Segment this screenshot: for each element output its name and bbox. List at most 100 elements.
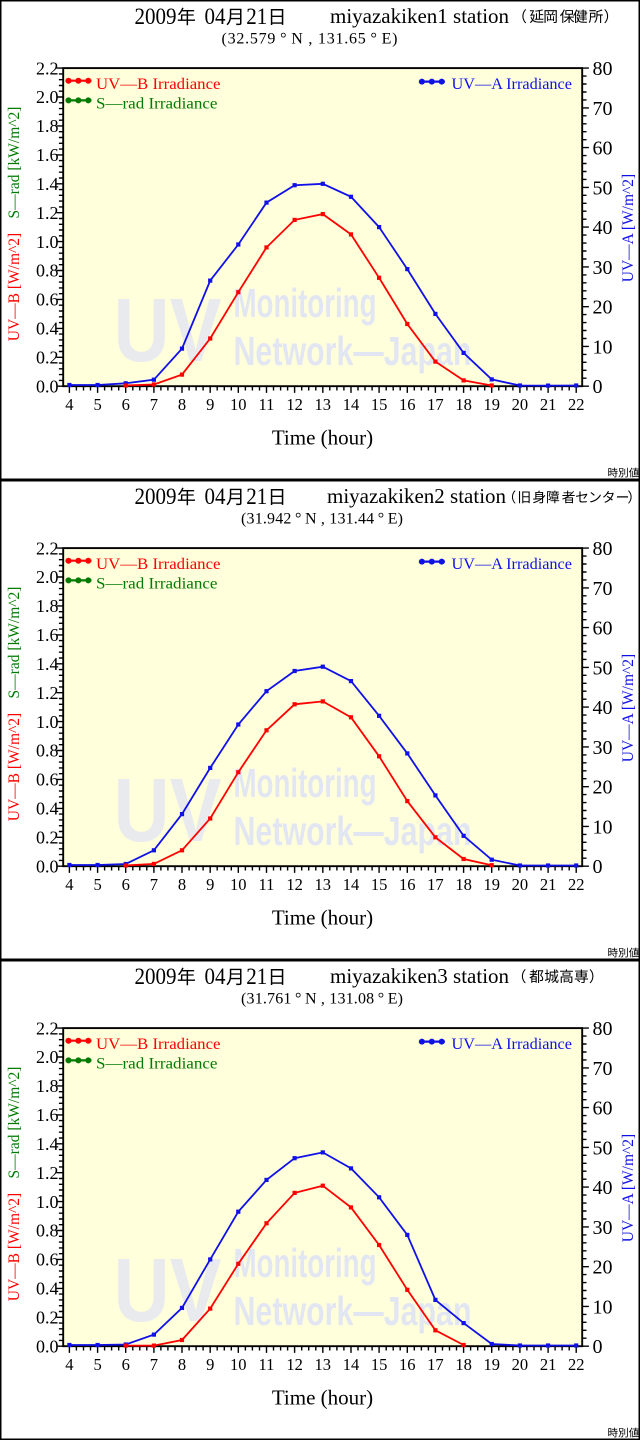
svg-text:9: 9 — [206, 875, 214, 894]
svg-text:2.0: 2.0 — [36, 1047, 59, 1067]
svg-text:2.2: 2.2 — [36, 58, 59, 78]
svg-text:0.6: 0.6 — [36, 290, 59, 310]
svg-text:1.0: 1.0 — [36, 1192, 59, 1212]
svg-text:5: 5 — [93, 875, 101, 894]
svg-text:0.6: 0.6 — [36, 770, 59, 790]
svg-text:22: 22 — [568, 875, 585, 894]
svg-text:Monitoring: Monitoring — [234, 760, 377, 806]
svg-text:10: 10 — [593, 336, 613, 358]
svg-text:10: 10 — [230, 395, 247, 414]
svg-text:50: 50 — [593, 657, 613, 679]
svg-text:8: 8 — [178, 395, 186, 414]
svg-text:14: 14 — [343, 395, 360, 414]
svg-text:S—rad Irradiance: S—rad Irradiance — [96, 576, 218, 593]
svg-text:80: 80 — [593, 58, 613, 80]
svg-text:22: 22 — [568, 1355, 585, 1374]
svg-text:1.8: 1.8 — [36, 116, 59, 136]
svg-text:80: 80 — [593, 538, 613, 560]
svg-text:50: 50 — [593, 177, 613, 199]
svg-text:UV—B Irradiance: UV—B Irradiance — [96, 556, 221, 573]
svg-text:UV—B Irradiance: UV—B Irradiance — [96, 1036, 221, 1053]
svg-text:21: 21 — [540, 1355, 557, 1374]
svg-text:Monitoring: Monitoring — [234, 1240, 377, 1286]
svg-text:4: 4 — [65, 875, 73, 894]
svg-text:(32.579 ° N , 131.65 ° E): (32.579 ° N , 131.65 ° E) — [222, 31, 398, 48]
svg-text:20: 20 — [512, 395, 529, 414]
svg-text:0.0: 0.0 — [36, 856, 59, 876]
svg-text:04: 04 — [205, 4, 226, 29]
svg-text:1.6: 1.6 — [36, 625, 59, 645]
svg-text:30: 30 — [593, 257, 613, 279]
svg-text:4: 4 — [65, 1355, 73, 1374]
svg-text:UV—B [W/m^2]: UV—B [W/m^2] — [6, 1193, 23, 1301]
svg-text:2.0: 2.0 — [36, 87, 59, 107]
svg-text:20: 20 — [512, 875, 529, 894]
svg-text:70: 70 — [593, 578, 613, 600]
svg-text:21: 21 — [246, 4, 267, 29]
svg-text:13: 13 — [315, 395, 332, 414]
svg-text:UV—B [W/m^2]: UV—B [W/m^2] — [6, 233, 23, 341]
svg-text:Time (hour): Time (hour) — [272, 906, 373, 930]
svg-text:S—rad Irradiance: S—rad Irradiance — [96, 96, 218, 113]
svg-text:S—rad Irradiance: S—rad Irradiance — [96, 1056, 218, 1073]
svg-text:0.8: 0.8 — [36, 1221, 59, 1241]
svg-text:1.4: 1.4 — [36, 174, 59, 194]
svg-text:16: 16 — [399, 875, 416, 894]
svg-text:(31.761 ° N , 131.08 ° E): (31.761 ° N , 131.08 ° E) — [241, 991, 403, 1008]
svg-text:1.2: 1.2 — [36, 203, 59, 223]
svg-text:0.8: 0.8 — [36, 741, 59, 761]
svg-text:30: 30 — [593, 1217, 613, 1239]
svg-text:6: 6 — [122, 1355, 130, 1374]
svg-text:7: 7 — [150, 395, 158, 414]
svg-text:20: 20 — [593, 777, 613, 799]
svg-text:5: 5 — [93, 1355, 101, 1374]
svg-text:8: 8 — [178, 1355, 186, 1374]
svg-text:0.4: 0.4 — [36, 319, 59, 339]
svg-text:13: 13 — [315, 1355, 332, 1374]
svg-text:17: 17 — [427, 1355, 444, 1374]
svg-text:Monitoring: Monitoring — [234, 280, 377, 326]
svg-text:16: 16 — [399, 1355, 416, 1374]
svg-text:12: 12 — [286, 1355, 303, 1374]
svg-text:12: 12 — [286, 875, 303, 894]
svg-text:2.2: 2.2 — [36, 1018, 59, 1038]
svg-text:11: 11 — [259, 395, 275, 414]
svg-text:1.4: 1.4 — [36, 654, 59, 674]
svg-text:10: 10 — [230, 1355, 247, 1374]
svg-text:70: 70 — [593, 98, 613, 120]
svg-text:UV—B Irradiance: UV—B Irradiance — [96, 76, 221, 93]
svg-text:(31.942 ° N , 131.44 ° E): (31.942 ° N , 131.44 ° E) — [241, 511, 403, 528]
svg-text:2.0: 2.0 — [36, 567, 59, 587]
svg-text:21: 21 — [540, 395, 557, 414]
svg-text:30: 30 — [593, 737, 613, 759]
svg-text:60: 60 — [593, 138, 613, 160]
svg-text:12: 12 — [286, 395, 303, 414]
svg-text:miyazakiken3 station: miyazakiken3 station — [330, 964, 510, 988]
svg-text:40: 40 — [593, 1177, 613, 1199]
svg-text:21: 21 — [246, 964, 267, 989]
svg-text:UV—A Irradiance: UV—A Irradiance — [452, 556, 573, 573]
svg-text:80: 80 — [593, 1018, 613, 1040]
svg-text:UV—A [W/m^2]: UV—A [W/m^2] — [620, 654, 637, 762]
svg-text:6: 6 — [122, 395, 130, 414]
svg-text:9: 9 — [206, 1355, 214, 1374]
svg-text:Network—Japan: Network—Japan — [234, 328, 472, 374]
svg-text:21: 21 — [540, 875, 557, 894]
svg-text:2009: 2009 — [135, 484, 177, 509]
svg-text:19: 19 — [483, 395, 500, 414]
svg-text:15: 15 — [371, 395, 388, 414]
svg-text:40: 40 — [593, 697, 613, 719]
svg-text:UV—A [W/m^2]: UV—A [W/m^2] — [620, 1134, 637, 1242]
svg-text:UV—A Irradiance: UV—A Irradiance — [452, 76, 573, 93]
svg-text:S—rad [kW/m^2]: S—rad [kW/m^2] — [6, 1067, 23, 1179]
svg-text:18: 18 — [455, 1355, 472, 1374]
svg-text:0.2: 0.2 — [36, 1308, 59, 1328]
svg-text:0: 0 — [593, 856, 603, 878]
svg-text:10: 10 — [593, 1296, 613, 1318]
svg-text:20: 20 — [593, 1257, 613, 1279]
svg-text:11: 11 — [259, 875, 275, 894]
svg-text:0: 0 — [593, 376, 603, 398]
svg-text:Time (hour): Time (hour) — [272, 1386, 373, 1410]
svg-text:1.8: 1.8 — [36, 1076, 59, 1096]
svg-text:6: 6 — [122, 875, 130, 894]
